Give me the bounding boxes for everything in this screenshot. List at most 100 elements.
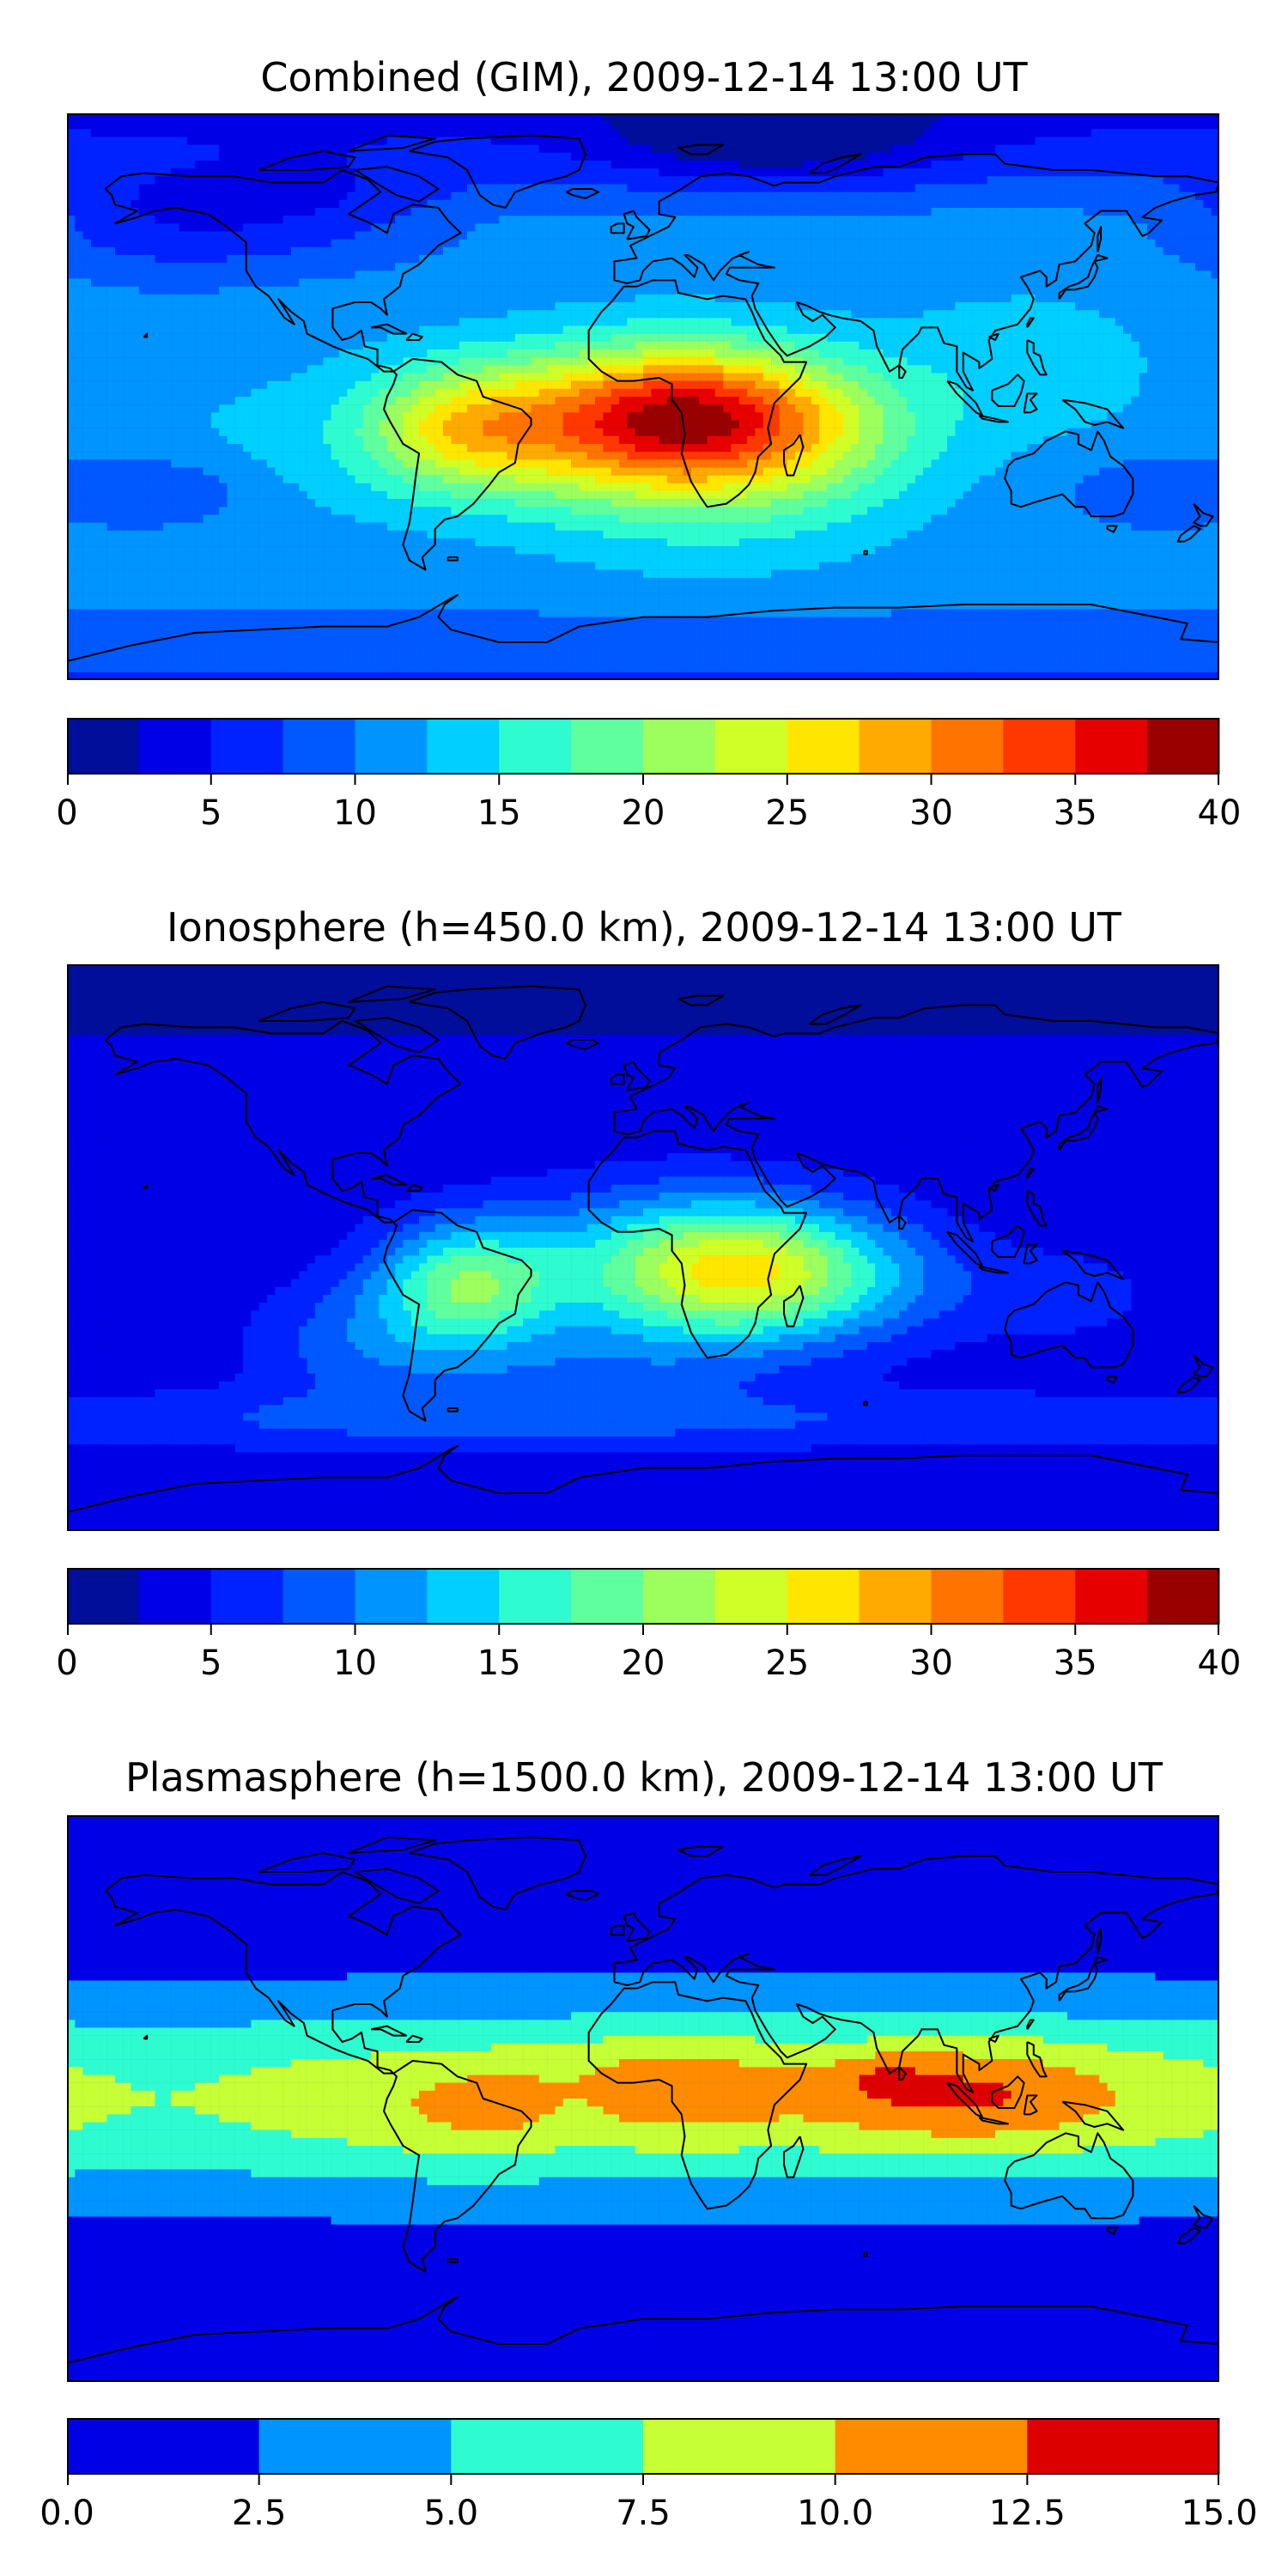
contour-cell	[1011, 255, 1020, 264]
contour-cell	[1042, 121, 1052, 130]
contour-cell	[971, 121, 980, 130]
contour-cell	[1187, 255, 1196, 264]
contour-cell	[651, 137, 659, 145]
contour-cell	[723, 380, 732, 390]
contour-cell	[307, 294, 316, 303]
contour-cell	[427, 191, 435, 201]
contour-cell	[1187, 152, 1196, 161]
contour-cell	[251, 357, 259, 366]
contour-cell	[1203, 208, 1212, 216]
contour-cell	[995, 239, 1004, 248]
contour-cell	[859, 270, 868, 279]
contour-cell	[971, 176, 980, 185]
contour-cell	[490, 216, 500, 224]
contour-cell	[603, 349, 611, 358]
contour-cell	[762, 152, 772, 161]
contour-cell	[331, 152, 340, 161]
contour-cell	[1163, 113, 1172, 122]
contour-cell	[1203, 223, 1212, 232]
contour-cell	[371, 341, 380, 350]
contour-cell	[1059, 208, 1068, 216]
contour-cell	[410, 270, 420, 279]
contour-cell	[819, 365, 828, 374]
contour-cell	[586, 199, 596, 209]
contour-cell	[162, 144, 172, 154]
contour-cell	[866, 270, 876, 279]
contour-cell	[907, 325, 916, 334]
contour-cell	[1066, 152, 1076, 161]
contour-cell	[627, 231, 635, 240]
contour-cell	[851, 310, 860, 319]
contour-cell	[90, 113, 100, 122]
contour-cell	[459, 246, 468, 256]
contour-cell	[347, 199, 355, 209]
contour-cell	[1139, 263, 1148, 271]
contour-cell	[379, 333, 387, 343]
contour-cell	[603, 168, 611, 177]
contour-cell	[1099, 270, 1108, 279]
contour-cell	[219, 216, 228, 224]
contour-cell	[931, 239, 940, 248]
contour-cell	[979, 357, 987, 366]
contour-cell	[939, 231, 948, 240]
contour-cell	[995, 216, 1004, 224]
contour-cell	[1147, 318, 1156, 326]
contour-cell	[1211, 341, 1219, 350]
contour-cell	[707, 239, 716, 248]
contour-cell	[1171, 325, 1180, 334]
contour-cell	[1091, 216, 1100, 224]
contour-cell	[562, 380, 572, 390]
contour-cell	[475, 137, 483, 145]
contour-cell	[490, 191, 500, 201]
contour-cell	[907, 270, 916, 279]
contour-cell	[899, 294, 908, 303]
contour-cell	[1139, 270, 1148, 279]
contour-cell	[842, 184, 852, 192]
contour-cell	[762, 199, 772, 209]
contour-cell	[787, 325, 796, 334]
contour-cell	[619, 318, 628, 326]
contour-cell	[883, 349, 892, 358]
contour-cell	[1011, 208, 1020, 216]
contour-cell	[1107, 216, 1116, 224]
contour-cell	[1179, 199, 1188, 209]
contour-cell	[523, 176, 532, 185]
contour-cell	[403, 263, 411, 271]
contour-cell	[723, 325, 732, 334]
contour-cell	[883, 168, 892, 177]
contour-cell	[1083, 373, 1092, 381]
contour-cell	[571, 121, 580, 130]
contour-cell	[314, 168, 324, 177]
contour-cell	[210, 184, 220, 192]
contour-cell	[155, 176, 164, 185]
contour-cell	[1131, 310, 1139, 319]
contour-cell	[459, 152, 468, 161]
contour-cell	[162, 199, 172, 209]
contour-cell	[979, 270, 987, 279]
contour-cell	[186, 341, 196, 350]
contour-cell	[475, 341, 483, 350]
contour-cell	[787, 184, 796, 192]
contour-cell	[283, 349, 292, 358]
contour-cell	[914, 129, 924, 137]
contour-cell	[675, 341, 683, 350]
contour-cell	[507, 325, 516, 334]
contour-cell	[723, 302, 732, 311]
contour-cell	[138, 357, 148, 366]
contour-cell	[1107, 278, 1116, 287]
contour-cell	[811, 231, 820, 240]
contour-cell	[899, 349, 908, 358]
contour-cell	[699, 310, 708, 319]
contour-cell	[234, 365, 244, 374]
contour-cell	[1011, 333, 1020, 343]
contour-cell	[475, 176, 483, 185]
contour-cell	[338, 184, 348, 192]
contour-cell	[923, 341, 932, 350]
contour-cell	[258, 302, 268, 311]
contour-cell	[914, 239, 924, 248]
contour-cell	[827, 380, 835, 390]
contour-cell	[947, 246, 956, 256]
contour-cell	[923, 246, 932, 256]
contour-cell	[355, 216, 364, 224]
contour-cell	[643, 216, 652, 224]
